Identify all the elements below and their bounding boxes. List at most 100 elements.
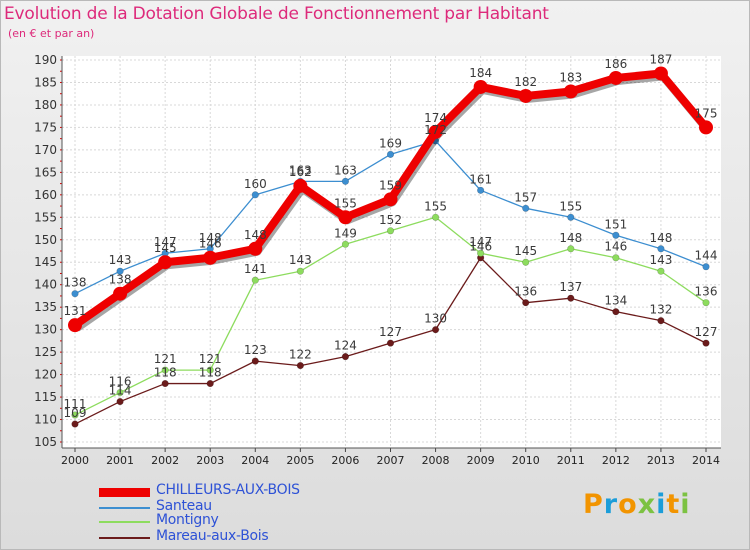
data-label-montigny: 152 [379,213,402,227]
data-point-montigny [522,258,530,266]
logo-letter: o [618,489,638,520]
data-label-chilleurs-aux-bois: 174 [424,111,447,125]
legend-swatch [99,487,150,497]
y-tick-label: 165 [34,165,57,179]
data-label-mareau-aux-bois: 130 [424,312,447,326]
y-tick-label: 105 [34,435,57,449]
x-tick-label: 2008 [422,454,450,467]
series-lines [68,66,713,428]
legend-label: Montigny [156,512,219,528]
x-tick-label: 2004 [241,454,269,467]
data-label-mareau-aux-bois: 134 [604,294,627,308]
data-label-montigny: 136 [695,285,718,299]
legend-label: Santeau [156,498,212,514]
data-point-mareau-aux-bois [522,299,530,307]
data-label-chilleurs-aux-bois: 183 [559,70,582,84]
data-label-chilleurs-aux-bois: 138 [109,273,132,287]
data-label-mareau-aux-bois: 132 [649,303,672,317]
data-label-chilleurs-aux-bois: 162 [289,165,312,179]
data-label-santeau: 160 [244,177,267,191]
data-point-santeau [657,245,665,253]
data-label-mareau-aux-bois: 137 [559,280,582,294]
y-tick-label: 170 [34,143,57,157]
x-tick-label: 2002 [151,454,179,467]
data-point-santeau [567,213,575,221]
data-point-mareau-aux-bois [341,353,350,361]
data-label-santeau: 151 [604,217,627,231]
data-point-montigny [386,227,395,235]
data-point-chilleurs-aux-bois [68,318,82,333]
data-point-montigny [612,254,620,262]
legend-label: CHILLEURS-AUX-BOIS [156,482,300,498]
data-point-mareau-aux-bois [431,326,440,334]
y-tick-label: 150 [34,233,57,247]
data-point-montigny [702,299,710,307]
data-label-mareau-aux-bois: 118 [154,366,177,380]
proxiti-logo: Proxiti [583,489,691,520]
x-tick-label: 2007 [377,454,405,467]
x-tick-label: 2005 [286,454,314,467]
data-label-mareau-aux-bois: 124 [334,339,357,353]
data-point-chilleurs-aux-bois [699,120,713,135]
axes: 105 110 115 120 125 130 135 140 145 150 155 160 165 1… [34,53,721,467]
data-label-santeau: 169 [379,136,402,150]
data-point-mareau-aux-bois [702,339,710,347]
y-tick-label: 130 [34,323,57,337]
data-point-chilleurs-aux-bois [608,70,623,85]
data-label-montigny: 121 [199,352,222,366]
data-label-chilleurs-aux-bois: 186 [604,57,627,71]
data-label-montigny: 148 [559,231,582,245]
data-label-montigny: 143 [289,253,312,267]
data-label-chilleurs-aux-bois: 148 [244,228,267,242]
data-label-montigny: 143 [649,253,672,267]
legend-swatch [99,507,150,509]
x-tick-label: 2010 [512,454,540,467]
y-tick-label: 145 [34,255,57,269]
data-point-santeau [116,267,124,275]
data-label-chilleurs-aux-bois: 146 [199,237,222,251]
y-tick-label: 160 [34,188,57,202]
data-point-chilleurs-aux-bois [473,79,488,94]
y-tick-label: 110 [34,413,57,427]
legend-label: Mareau-aux-Bois [156,528,269,544]
data-label-mareau-aux-bois: 114 [109,384,132,398]
data-point-santeau [702,263,710,271]
y-tick-label: 125 [34,345,57,359]
x-tick-label: 2000 [61,454,89,467]
x-tick-label: 2012 [602,454,630,467]
x-tick-label: 2014 [692,454,720,467]
data-point-montigny [206,366,214,374]
x-tick-label: 2006 [331,454,359,467]
data-point-mareau-aux-bois [386,339,395,347]
data-label-chilleurs-aux-bois: 187 [649,52,672,66]
x-tick-label: 2009 [467,454,495,467]
legend-swatch [99,521,150,523]
legend-swatch [99,537,150,539]
data-label-chilleurs-aux-bois: 182 [514,75,537,89]
data-point-montigny [341,240,350,248]
data-label-mareau-aux-bois: 146 [469,240,492,254]
logo-letter: x [637,489,657,520]
y-tick-label: 185 [34,75,57,89]
data-label-santeau: 147 [154,235,177,249]
data-label-montigny: 116 [109,375,132,389]
data-point-chilleurs-aux-bois [518,88,533,103]
data-point-mareau-aux-bois [71,420,79,428]
logo-letter: P [583,489,604,520]
data-label-mareau-aux-bois: 123 [244,343,267,357]
data-point-santeau [612,231,620,239]
data-label-mareau-aux-bois: 136 [514,285,537,299]
data-point-santeau [251,191,259,199]
data-point-montigny [477,249,485,257]
data-label-santeau: 155 [559,199,582,213]
data-label-mareau-aux-bois: 127 [379,325,402,339]
data-point-montigny [161,366,169,374]
data-point-chilleurs-aux-bois [428,124,443,139]
y-tick-label: 140 [34,278,57,292]
data-point-montigny [116,388,124,397]
y-tick-label: 190 [34,53,57,67]
data-point-santeau [477,186,485,194]
data-label-mareau-aux-bois: 127 [695,325,718,339]
data-label-santeau: 163 [289,163,312,177]
logo-letter: i [680,489,691,520]
